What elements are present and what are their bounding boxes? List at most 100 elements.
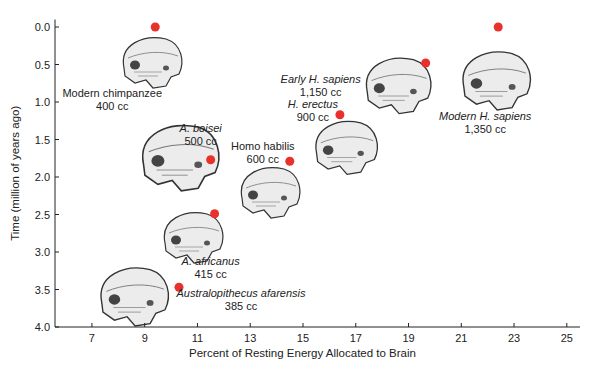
skull-line — [106, 285, 163, 291]
point-sublabel: 600 cc — [247, 153, 280, 165]
chart: 7911131517192123250.00.51.01.52.02.53.03… — [0, 0, 595, 369]
y-axis-line — [55, 20, 56, 328]
skull-line — [246, 182, 296, 188]
y-tick — [55, 27, 59, 28]
y-tick — [55, 139, 59, 140]
skull-line — [327, 158, 356, 162]
y-tick — [55, 102, 59, 103]
data-point — [421, 59, 430, 68]
skull-line — [113, 308, 145, 313]
x-tick-label: 15 — [297, 332, 309, 344]
skull — [366, 58, 430, 113]
y-tick-label: 3.5 — [35, 284, 50, 296]
skull-outline — [366, 58, 430, 113]
y-axis-title: Time (million of years ago) — [9, 106, 21, 241]
skull-outline — [143, 125, 219, 190]
point-sublabel: 385 cc — [225, 300, 258, 312]
skull-eye — [323, 145, 334, 154]
y-tick-label: 4.0 — [35, 321, 50, 333]
skull-line — [321, 137, 374, 143]
y-tick-label: 0.5 — [35, 59, 50, 71]
skull-line — [157, 170, 193, 175]
y-tick — [55, 252, 59, 253]
x-tick-label: 19 — [402, 332, 414, 344]
x-tick — [514, 323, 515, 327]
skull-line — [378, 96, 409, 100]
point-labels: Modern chimpanzee400 ccModern H. sapiens… — [62, 73, 531, 312]
x-axis-line — [55, 327, 580, 328]
x-tick-label: 13 — [244, 332, 256, 344]
x-tick-label: 17 — [350, 332, 362, 344]
x-axis-title: Percent of Resting Energy Allocated to B… — [189, 347, 416, 359]
x-tick — [461, 323, 462, 327]
data-point — [335, 110, 344, 119]
x-tick-label: 9 — [142, 332, 148, 344]
skull — [316, 122, 377, 175]
point-sublabel: 1,150 cc — [300, 86, 342, 98]
y-tick — [55, 214, 59, 215]
skull-ear — [358, 151, 364, 156]
skull-ear — [147, 300, 154, 306]
x-tick — [250, 323, 251, 327]
data-point — [285, 157, 294, 166]
point-sublabel: 400 cc — [96, 100, 129, 112]
point-sublabel: 900 cc — [297, 111, 330, 123]
skull-outline — [123, 38, 182, 88]
x-tick — [91, 323, 92, 327]
point-label: H. erectus — [288, 98, 339, 110]
point-label: Homo habilis — [231, 140, 295, 152]
y-tick-label: 2.5 — [35, 209, 50, 221]
skull-ear — [194, 162, 202, 169]
x-tick-label: 23 — [508, 332, 520, 344]
skull-outline — [101, 268, 168, 326]
skull-ear — [204, 241, 210, 246]
skull-eye — [248, 191, 258, 200]
y-tick — [55, 64, 59, 65]
skull-line — [372, 74, 427, 80]
skull-eye — [471, 78, 483, 88]
skull-line — [468, 69, 526, 75]
x-tick — [408, 323, 409, 327]
data-point — [151, 23, 160, 32]
x-tick — [355, 323, 356, 327]
y-tick-label: 1.0 — [35, 96, 50, 108]
x-tick — [302, 323, 303, 327]
point-sublabel: 415 cc — [194, 268, 227, 280]
y-tick — [55, 327, 59, 328]
x-tick — [144, 323, 145, 327]
y-tick-label: 1.5 — [35, 134, 50, 146]
skull — [241, 168, 300, 218]
x-tick-label: 11 — [192, 332, 203, 344]
point-label: A. boisei — [179, 122, 223, 134]
data-point — [206, 155, 215, 164]
x-tick-label: 7 — [89, 332, 95, 344]
data-point — [494, 23, 503, 32]
skull — [123, 38, 182, 88]
skull-illustrations — [101, 38, 530, 326]
skull-eye — [109, 294, 121, 304]
point-label: A. africanus — [181, 255, 241, 267]
skull-ear — [410, 89, 417, 95]
skull-ear — [509, 84, 516, 90]
skull-outline — [241, 168, 300, 218]
x-tick-label: 25 — [561, 332, 573, 344]
skull-eye — [151, 155, 164, 167]
point-sublabel: 1,350 cc — [464, 123, 506, 135]
skull-line — [169, 227, 219, 233]
x-tick — [197, 323, 198, 327]
skull-eye — [130, 61, 140, 70]
skull — [143, 125, 219, 190]
point-label: Early H. sapiens — [281, 73, 362, 85]
skull-outline — [463, 52, 530, 110]
x-tick — [566, 323, 567, 327]
skull — [463, 52, 530, 110]
y-tick — [55, 289, 59, 290]
y-tick-label: 2.0 — [35, 171, 50, 183]
skull-eye — [374, 83, 385, 93]
skull-line — [134, 72, 162, 76]
skull-line — [252, 202, 280, 206]
skull-line — [128, 52, 178, 58]
y-tick — [55, 177, 59, 178]
skull-line — [175, 247, 203, 251]
skull — [101, 268, 168, 326]
